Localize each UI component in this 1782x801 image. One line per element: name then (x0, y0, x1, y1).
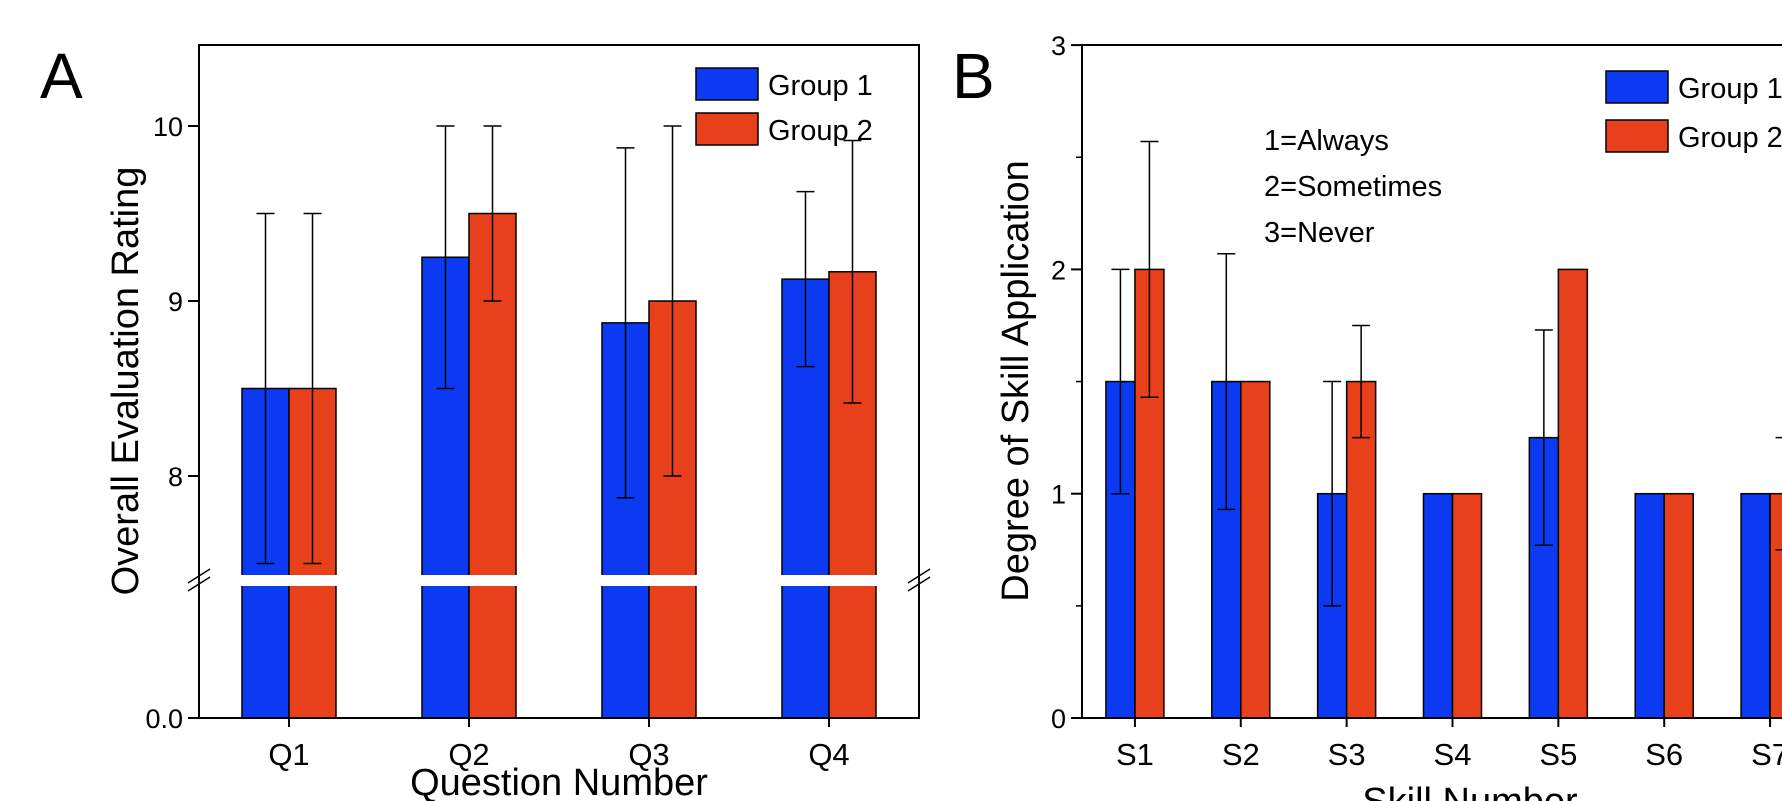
panel-a-x-axis-title: Question Number (410, 762, 708, 801)
panel-a-legend-label-group-1: Group 1 (768, 70, 873, 102)
panel-b-x-tick-label: S2 (1222, 737, 1260, 772)
panel-a-error-bar (436, 125, 455, 390)
panel-b-error-bar (1140, 140, 1159, 399)
axis-break-gap (190, 575, 930, 586)
panel-b-x-tick-label: S4 (1434, 737, 1472, 772)
panel-b-legend-label-group-1: Group 1 (1678, 73, 1782, 105)
panel-b-x-tick-label: S1 (1116, 737, 1154, 772)
panel-a-x-tick-label: Q2 (448, 737, 489, 772)
panel-b-error-bar (1534, 329, 1553, 547)
panel-b-error-bars (1111, 140, 1782, 607)
panel-a-y-tick-label: 0.0 (145, 704, 183, 734)
panel-a-error-bar (616, 147, 635, 499)
panel-a-legend: Group 1 Group 2 (695, 67, 873, 147)
panel-b-y-ticks: 0 1 2 3 (1051, 31, 1082, 734)
panel-a-y-tick-label: 9 (168, 287, 183, 317)
panel-a-error-bar (483, 125, 502, 302)
panel-b-bar (1769, 492, 1782, 719)
panel-a-x-tick-label: Q3 (628, 737, 669, 772)
panel-b-annotation-line-2: 2=Sometimes (1264, 171, 1442, 203)
panel-b-y-tick-label: 2 (1051, 255, 1066, 285)
panel-b-bar (1740, 492, 1771, 719)
panel-b-legend: Group 1 Group 2 (1605, 70, 1782, 154)
panel-b-bar (1663, 492, 1694, 719)
panel-a-error-bars (256, 125, 862, 565)
panel-a-y-tick-label: 8 (168, 462, 183, 492)
panel-b-y-axis-title: Degree of Skill Application (995, 160, 1037, 601)
panel-a-x-tick-label: Q4 (808, 737, 849, 772)
panel-a-error-bar (303, 212, 322, 565)
panel-b-y-tick-label: 3 (1051, 31, 1066, 61)
panel-b-error-bar (1775, 436, 1782, 551)
panel-b-x-axis-title: Skill Number (1362, 781, 1578, 801)
panel-a-x-ticks: Q1 Q2 Q3 Q4 (268, 718, 850, 772)
panel-a-bars (241, 212, 877, 719)
panel-b-legend-swatch-group-2 (1605, 119, 1669, 153)
panel-b-legend-swatch-group-1 (1605, 70, 1669, 104)
panel-a-letter: A (40, 40, 83, 112)
panel-b-x-tick-label: S3 (1328, 737, 1366, 772)
panel-b-x-tick-label: S7 (1751, 737, 1782, 772)
panel-b-error-bar (1217, 252, 1236, 511)
panel-a-y-tick-label: 10 (153, 112, 183, 142)
panel-a-chart: A 0.0 8 9 10 Q1 Q2 Q3 Q4 Overall Evaluation Ra… (40, 40, 931, 801)
panel-a-error-bar (796, 190, 815, 368)
panel-a-y-ticks: 0.0 8 9 10 (145, 112, 199, 734)
panel-a-legend-label-group-2: Group 2 (768, 115, 873, 147)
panel-b-bar (1451, 492, 1483, 719)
panel-a-error-bar (663, 125, 682, 477)
panel-b-y-tick-label: 0 (1051, 704, 1066, 734)
panel-b-bars (1105, 268, 1782, 719)
panel-b-bar (1557, 268, 1589, 719)
panel-b-legend-label-group-2: Group 2 (1678, 122, 1782, 154)
panel-b-bar (1422, 492, 1454, 719)
panel-a-error-bar (256, 212, 275, 565)
panel-a-plot-frame (198, 44, 920, 719)
panel-b-bar (1105, 380, 1136, 719)
panel-a-legend-swatch-group-1 (695, 67, 759, 101)
panel-b-error-bar (1111, 268, 1130, 495)
panel-b-error-bar (1352, 324, 1371, 439)
panel-b-letter: B (952, 40, 995, 112)
panel-b-x-ticks: S1 S2 S3 S4 S5 S6 S7 (1116, 718, 1782, 772)
panel-b-annotation-line-3: 3=Never (1264, 217, 1375, 249)
panel-b-annotation-line-1: 1=Always (1264, 125, 1389, 157)
panel-a-y-axis-title: Overall Evaluation Rating (105, 167, 147, 596)
panel-b-bar (1634, 492, 1665, 719)
panel-b-error-bar (1323, 380, 1342, 607)
panel-a-x-tick-label: Q1 (268, 737, 309, 772)
panel-b-bar (1240, 380, 1271, 719)
panel-a-bar (468, 212, 517, 719)
panel-a-error-bar (843, 139, 862, 404)
panel-a-legend-swatch-group-2 (695, 112, 759, 146)
panel-b-x-tick-label: S6 (1645, 737, 1683, 772)
panel-b-y-tick-label: 1 (1051, 480, 1066, 510)
panel-b-annotation: 1=Always 2=Sometimes 3=Never (1264, 125, 1442, 249)
panel-b-x-tick-label: S5 (1539, 737, 1577, 772)
panel-b-chart: B 0 1 2 3 S1 S2 S3 S4 S5 S6 S7 Degree of Skill Ap… (952, 31, 1782, 801)
